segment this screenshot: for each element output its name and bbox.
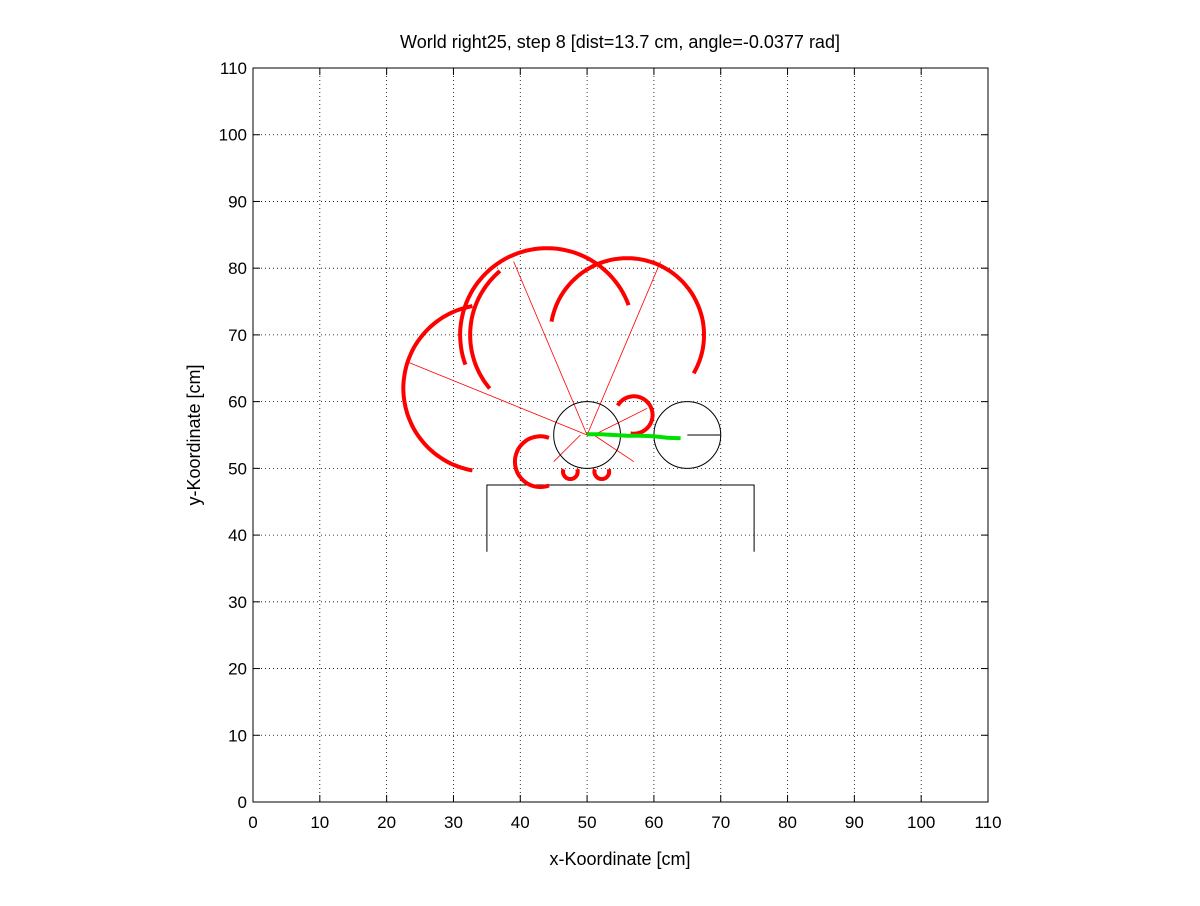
y-tick-label: 20 — [228, 660, 247, 679]
sensor-arc — [458, 246, 631, 366]
y-tick-label: 80 — [228, 259, 247, 278]
x-tick-label: 40 — [511, 813, 530, 832]
path-line — [587, 432, 681, 441]
x-axis-label: x-Koordinate [cm] — [549, 849, 690, 869]
sensor-arcs — [401, 246, 707, 489]
wall-line — [486, 484, 755, 552]
x-tick-label: 50 — [578, 813, 597, 832]
y-axis-label: y-Koordinate [cm] — [184, 364, 204, 505]
y-tick-label: 110 — [220, 59, 247, 78]
sensor-ray — [586, 261, 661, 436]
y-tick-label: 100 — [219, 126, 247, 145]
y-tick-label: 90 — [228, 192, 247, 211]
x-tick-label: 90 — [845, 813, 864, 832]
sensor-arc — [512, 434, 550, 489]
x-tick-label: 20 — [377, 813, 396, 832]
path — [587, 432, 681, 441]
x-tick-label: 30 — [444, 813, 463, 832]
y-tick-label: 60 — [228, 393, 247, 412]
x-tick-label: 100 — [907, 813, 935, 832]
x-tick-label: 80 — [778, 813, 797, 832]
walls — [486, 484, 755, 552]
x-tick-label: 70 — [711, 813, 730, 832]
sensor-ray — [406, 361, 588, 436]
sensor-ray — [553, 434, 581, 462]
y-tick-label: 40 — [228, 526, 247, 545]
y-tick-label: 30 — [228, 593, 247, 612]
sensor-ray — [593, 434, 635, 463]
y-tick-label: 0 — [238, 793, 247, 812]
ticks: 0 10 20 30 40 50 60 70 80 90 100 110 0 10 20 30 40 50 60 70… — [219, 59, 1002, 832]
sensor-arc — [561, 468, 580, 481]
sensor-arc — [401, 304, 473, 473]
sensor-arc — [549, 256, 707, 375]
grid — [253, 68, 988, 802]
axes-box — [252, 67, 989, 803]
x-tick-label: 0 — [248, 813, 257, 832]
y-tick-label: 50 — [228, 459, 247, 478]
sensor-ray — [513, 261, 588, 436]
x-tick-label: 110 — [974, 813, 1001, 832]
chart-title: World right25, step 8 [dist=13.7 cm, ang… — [400, 32, 840, 52]
sensor-arc — [468, 269, 502, 390]
x-tick-label: 60 — [644, 813, 663, 832]
sensor-arc — [616, 394, 655, 436]
sensor-rays — [406, 261, 661, 463]
y-tick-label: 10 — [228, 726, 247, 745]
x-tick-label: 10 — [310, 813, 329, 832]
y-tick-label: 70 — [228, 326, 247, 345]
sensor-arc — [592, 468, 612, 481]
sensor-ray — [593, 407, 648, 436]
